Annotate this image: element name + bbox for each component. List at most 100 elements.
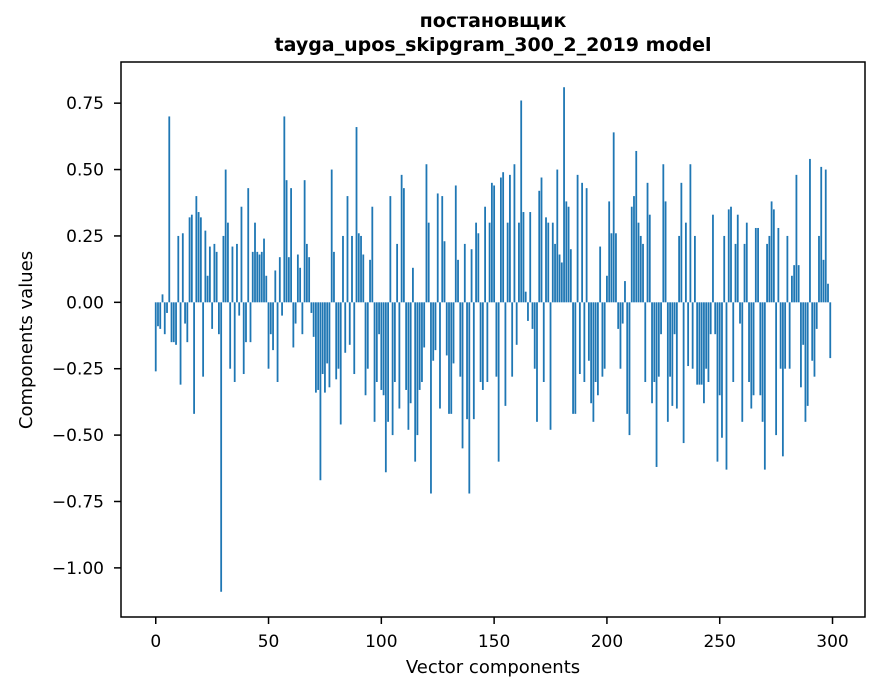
bar	[531, 302, 534, 329]
bar	[186, 302, 189, 343]
bar	[407, 302, 410, 430]
bar	[689, 164, 692, 303]
bar	[777, 227, 780, 303]
bar	[432, 302, 435, 361]
bar	[335, 302, 338, 380]
bar	[583, 302, 586, 382]
bar	[761, 302, 764, 422]
y-tick-label: 0.25	[66, 227, 104, 247]
bar	[660, 302, 662, 335]
bar	[357, 233, 360, 303]
bar	[608, 201, 611, 303]
bar	[752, 302, 755, 396]
bar	[497, 302, 500, 462]
bar	[542, 302, 545, 382]
bar	[775, 302, 778, 436]
bar	[260, 251, 263, 303]
bar	[443, 241, 446, 303]
bars-group	[154, 87, 832, 592]
bar	[590, 302, 593, 404]
bar	[484, 206, 486, 303]
x-tick-label: 0	[150, 632, 161, 652]
bar	[486, 302, 489, 382]
bar	[448, 302, 450, 414]
bar	[696, 302, 699, 385]
bar	[637, 222, 640, 303]
bar	[827, 283, 829, 303]
bar	[630, 206, 633, 303]
bar	[190, 214, 193, 303]
bar	[416, 302, 419, 436]
bar	[703, 302, 705, 404]
bar	[330, 169, 333, 303]
bar	[540, 177, 543, 303]
bar	[263, 238, 265, 303]
bar	[351, 235, 353, 303]
bar	[360, 235, 362, 303]
bar	[276, 302, 279, 382]
bar	[727, 209, 730, 303]
bar	[748, 302, 750, 382]
bar	[592, 302, 595, 422]
bar	[493, 185, 496, 303]
bar	[603, 302, 606, 369]
bar	[818, 235, 820, 303]
bar	[452, 302, 455, 364]
bar	[610, 233, 613, 303]
bar	[454, 185, 457, 303]
bar	[258, 254, 261, 303]
bar	[369, 259, 371, 303]
bar	[249, 302, 252, 343]
chart-title: постановщик	[420, 10, 567, 32]
bar	[269, 302, 272, 335]
bar	[434, 302, 437, 351]
bar	[157, 302, 159, 327]
bar	[468, 302, 471, 494]
bar	[736, 214, 739, 303]
bar	[745, 222, 748, 303]
bar	[680, 182, 683, 303]
bar	[414, 302, 417, 462]
bar	[211, 302, 214, 329]
bar	[750, 302, 753, 409]
x-tick-label: 150	[478, 632, 510, 652]
bar	[578, 302, 581, 375]
bar	[439, 302, 441, 409]
bar	[698, 302, 701, 385]
bar	[721, 302, 723, 438]
bar	[296, 254, 299, 303]
bar	[822, 259, 825, 303]
bar	[427, 222, 430, 303]
bar	[714, 302, 717, 335]
y-tick-label: 0.75	[66, 94, 104, 114]
bar	[240, 206, 243, 303]
bar	[533, 302, 536, 369]
bar	[784, 302, 787, 369]
bar	[793, 265, 796, 303]
bar	[815, 302, 818, 329]
bar	[734, 243, 737, 303]
bar	[599, 246, 602, 303]
bar	[565, 201, 568, 303]
bar	[662, 164, 665, 303]
bar	[324, 302, 326, 393]
bar	[490, 182, 493, 303]
bar	[472, 302, 475, 420]
bar	[779, 302, 782, 369]
tick-labels-group: 0 50 100 150 200 250 300 0.75 0.50 0.25 0.00 −0.25 −…	[52, 94, 849, 652]
bar	[159, 302, 162, 329]
bar	[560, 262, 563, 303]
bar	[475, 222, 477, 303]
bar	[513, 164, 516, 303]
x-axis-label: Vector components	[406, 657, 580, 678]
bar	[218, 302, 220, 335]
bar	[809, 158, 811, 303]
bar	[222, 235, 225, 303]
bar	[673, 302, 676, 335]
bar	[339, 302, 342, 425]
bar	[229, 302, 232, 369]
bar	[337, 302, 340, 369]
bar	[170, 302, 173, 343]
bar	[509, 174, 511, 303]
bar	[506, 222, 509, 303]
